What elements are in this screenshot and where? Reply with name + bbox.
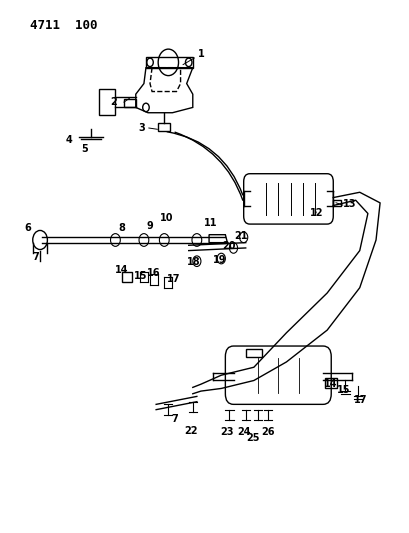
Text: 18: 18	[187, 257, 200, 267]
Text: 10: 10	[159, 213, 173, 223]
Text: 22: 22	[184, 426, 197, 436]
Text: 2: 2	[110, 97, 117, 107]
Text: 14: 14	[115, 265, 128, 275]
Text: 4: 4	[65, 135, 72, 146]
Text: 19: 19	[212, 255, 225, 264]
Text: 15: 15	[134, 271, 147, 280]
Text: 11: 11	[204, 218, 217, 228]
Text: 25: 25	[246, 433, 259, 443]
Text: 5: 5	[81, 144, 88, 154]
Text: 14: 14	[323, 379, 336, 389]
Text: 1: 1	[197, 50, 204, 59]
Text: 20: 20	[221, 241, 235, 252]
Text: 16: 16	[147, 268, 160, 278]
Text: 26: 26	[261, 427, 274, 438]
Text: 15: 15	[336, 384, 349, 394]
Text: 12: 12	[310, 208, 323, 219]
Text: 17: 17	[166, 273, 180, 284]
Text: 6: 6	[25, 223, 31, 233]
Text: 21: 21	[234, 231, 247, 241]
Text: 8: 8	[118, 223, 125, 233]
Text: 17: 17	[353, 395, 366, 405]
Text: 23: 23	[220, 427, 234, 438]
Text: 9: 9	[146, 221, 153, 231]
Text: 7: 7	[171, 414, 178, 424]
Text: 24: 24	[236, 427, 250, 438]
Text: 13: 13	[342, 199, 355, 209]
Text: 7: 7	[33, 252, 39, 262]
Text: 3: 3	[138, 123, 145, 133]
Text: 4711  100: 4711 100	[30, 19, 97, 32]
